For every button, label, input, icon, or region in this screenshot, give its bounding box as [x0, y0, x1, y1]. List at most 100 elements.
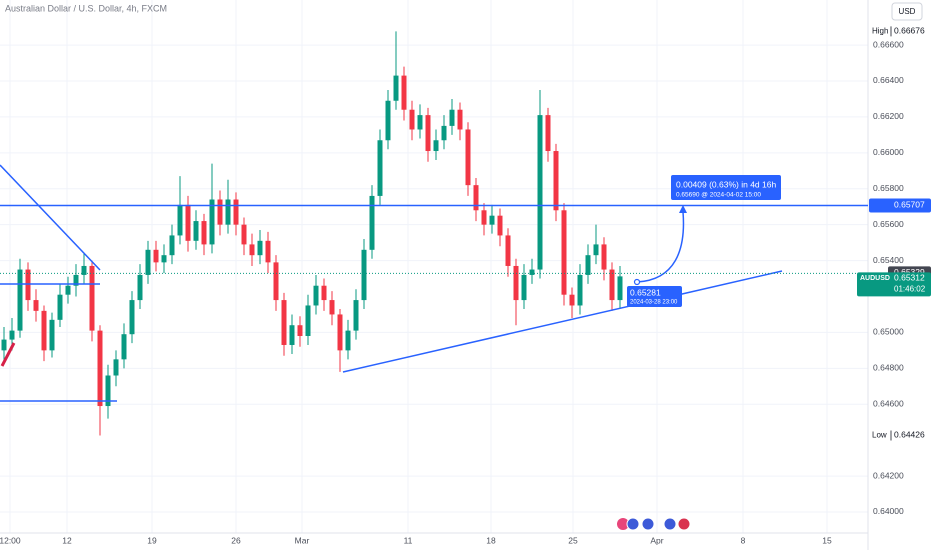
- grid: [0, 0, 868, 533]
- anchor-point: [633, 278, 641, 286]
- x-tick-label: 25: [568, 535, 578, 545]
- y-tick-label: 0.66200: [873, 111, 904, 121]
- y-tick-label: 0.64000: [873, 506, 904, 516]
- candle-body: [89, 265, 95, 331]
- candle-body: [377, 140, 383, 196]
- candle-body: [457, 109, 463, 130]
- candle-body: [553, 151, 559, 211]
- price-badge-label: 0.65329: [894, 267, 925, 277]
- y-tick-label: 0.66600: [873, 39, 904, 49]
- candle-body: [121, 334, 127, 360]
- candle-body: [321, 285, 327, 301]
- candle-body: [169, 235, 175, 256]
- currency-button[interactable]: [891, 2, 923, 21]
- event-icon: [677, 517, 691, 531]
- candle-body: [273, 262, 279, 301]
- candle-body: [345, 330, 351, 351]
- candle-body: [265, 240, 271, 263]
- marker: [0, 342, 16, 367]
- candle-body: [569, 294, 575, 306]
- candle-body: [537, 115, 543, 270]
- candle-body: [385, 100, 391, 141]
- candle-body: [601, 244, 607, 270]
- last-price-symbol: AUDUSD: [860, 275, 890, 282]
- event-icon: [626, 517, 640, 531]
- x-tick-label: 26: [231, 535, 241, 545]
- projection-change: 0.00409 (0.63%) in 4d 16h: [676, 179, 776, 189]
- candle-body: [313, 285, 319, 306]
- candle-body: [409, 109, 415, 130]
- projection-box: [671, 175, 781, 200]
- last-price-value: 0.65312: [894, 273, 925, 283]
- candle-body: [521, 274, 527, 301]
- y-tick-label: 0.64600: [873, 398, 904, 408]
- projection-curve: [636, 211, 685, 283]
- trend-line: [0, 164, 101, 271]
- candle-body: [153, 249, 159, 263]
- x-tick-label: 12:00: [0, 535, 21, 545]
- candle-body: [361, 249, 367, 301]
- candle-body: [177, 204, 183, 236]
- candles: [1, 31, 623, 436]
- candle-body: [609, 269, 615, 301]
- low-badge-label: Low: [872, 431, 887, 440]
- candle-body: [97, 330, 103, 407]
- candle-body: [49, 319, 55, 351]
- event-icon: [641, 517, 655, 531]
- candle-body: [25, 269, 31, 301]
- candle-body: [473, 185, 479, 211]
- candle-body: [233, 199, 239, 225]
- y-tick-label: 0.66400: [873, 75, 904, 85]
- candle-body: [329, 300, 335, 315]
- candle-body: [217, 199, 223, 225]
- candle-body: [593, 244, 599, 256]
- candle-body: [489, 215, 495, 225]
- candle-body: [481, 210, 487, 225]
- candle-body: [577, 274, 583, 306]
- candle-body: [281, 300, 287, 345]
- candle-body: [161, 255, 167, 263]
- currency-label[interactable]: USD: [899, 7, 916, 16]
- x-tick-label: 18: [486, 535, 496, 545]
- event-icon: [663, 517, 677, 531]
- anchor-time: 2024-03-28 23:00: [630, 300, 678, 306]
- price-badge: [869, 198, 931, 213]
- candle-body: [369, 195, 375, 250]
- candle-body: [289, 325, 295, 345]
- low-badge-value: 0.64426: [894, 430, 925, 440]
- candle-body: [73, 274, 79, 286]
- candle-body: [185, 204, 191, 241]
- trend-line: [342, 270, 783, 373]
- x-tick-label: 19: [147, 535, 157, 545]
- x-tick-label: 15: [822, 535, 832, 545]
- price-axis: 0.66600 0.66400 0.66200 0.66000 0.65800 0.656…: [873, 39, 904, 516]
- candle-body: [465, 129, 471, 186]
- anchor-price: 0.65281: [630, 287, 661, 297]
- y-tick-label: 0.65000: [873, 327, 904, 337]
- x-tick-label: 12: [62, 535, 72, 545]
- candle-body: [353, 300, 359, 331]
- x-tick-label: 8: [741, 535, 746, 545]
- candle-body: [425, 115, 431, 152]
- candle-body: [81, 265, 87, 275]
- candle-body: [249, 244, 255, 256]
- candle-body: [145, 249, 151, 275]
- y-tick-label: 0.65600: [873, 219, 904, 229]
- last-price-badge: [857, 272, 931, 297]
- candle-body: [561, 210, 567, 295]
- candle-body: [585, 255, 591, 275]
- candle-body: [65, 285, 71, 295]
- candle-body: [337, 314, 343, 351]
- projection-target: 0.65690 @ 2024-04-02 15:00: [676, 192, 761, 199]
- candle-body: [497, 215, 503, 236]
- candle-body: [193, 221, 199, 241]
- price-badge-label: 0.65707: [894, 200, 925, 210]
- arrow-head: [679, 205, 687, 213]
- y-tick-label: 0.65400: [873, 255, 904, 265]
- candle-body: [393, 75, 399, 101]
- candle-body: [529, 269, 535, 275]
- candle-body: [433, 140, 439, 152]
- x-tick-label: Mar: [295, 535, 310, 545]
- candle-body: [209, 199, 215, 245]
